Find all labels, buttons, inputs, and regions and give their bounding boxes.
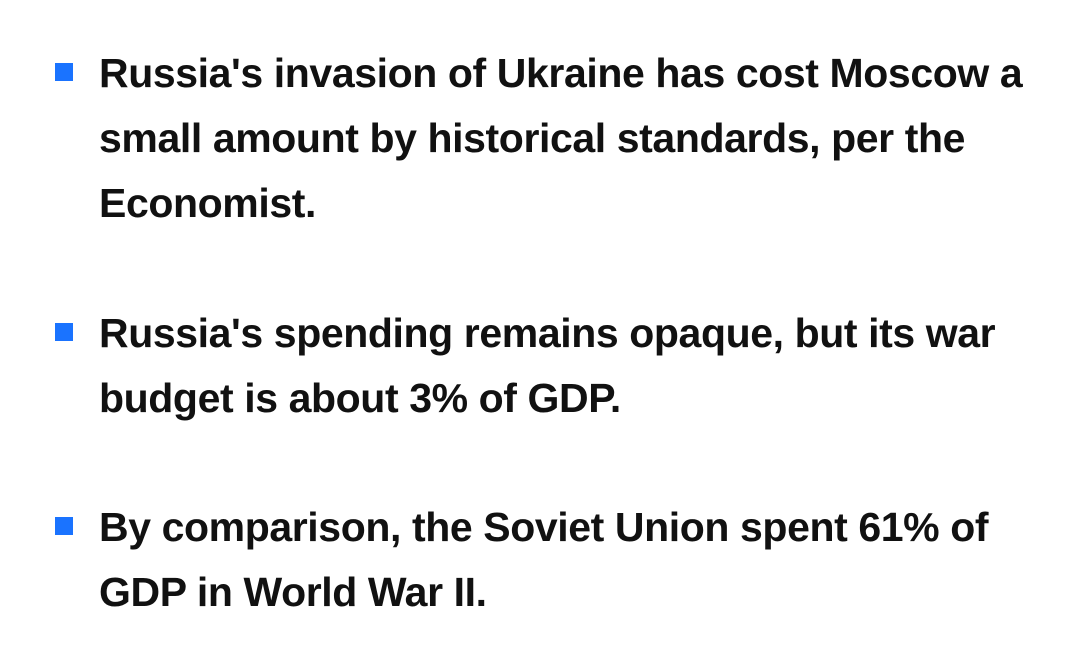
- bullet-text: By comparison, the Soviet Union spent 61…: [99, 504, 989, 615]
- bullet-text: Russia's invasion of Ukraine has cost Mo…: [99, 50, 1023, 226]
- square-bullet-icon: [55, 63, 73, 81]
- square-bullet-icon: [55, 517, 73, 535]
- square-bullet-icon: [55, 323, 73, 341]
- bullet-text: Russia's spending remains opaque, but it…: [99, 310, 996, 421]
